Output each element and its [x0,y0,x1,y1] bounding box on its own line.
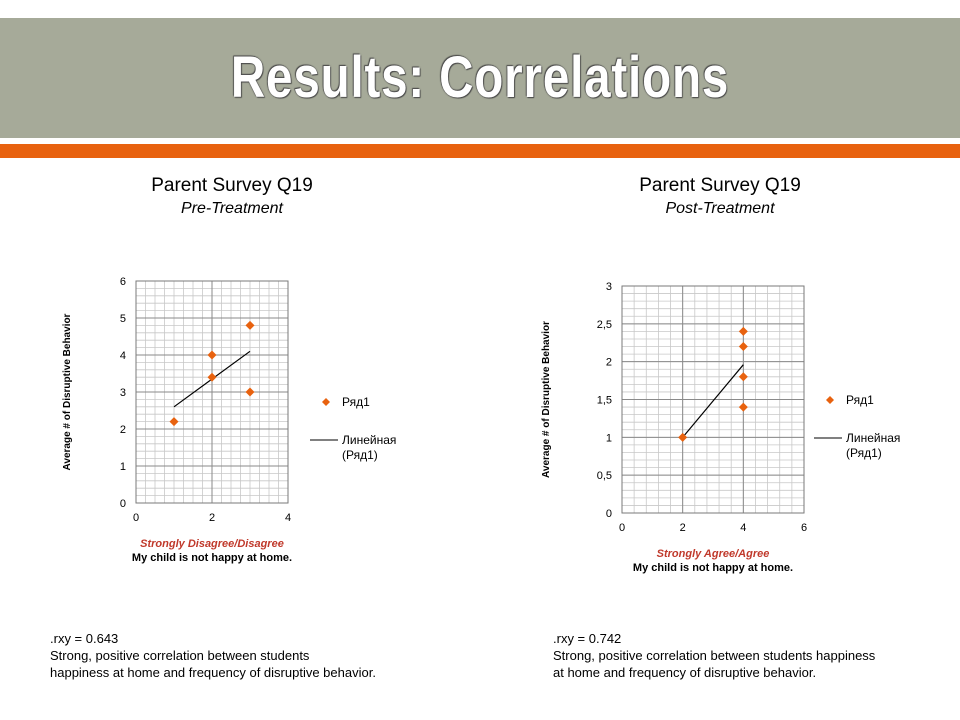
post-treatment-scatter-chart: 0 2 4 6 0 0,5 1 1,5 2 2,5 3 Average # of Disruptive… [541,281,900,574]
x-axis-label: Strongly Disagree/Disagree [140,538,284,550]
x-tick-label: 4 [740,522,746,534]
y-tick-label: 1,5 [597,395,612,407]
left-correlation-value: .rxy = 0.643 [50,631,119,646]
y-tick-label: 0 [120,498,126,510]
legend-marker-series [826,396,834,404]
data-point [738,372,748,382]
right-correlation-value: .rxy = 0.742 [553,631,622,646]
right-chart-heading: Parent Survey Q19 [639,175,801,196]
data-point [738,326,748,336]
y-tick-label: 5 [120,313,126,325]
x-tick-label: 2 [680,522,686,534]
y-tick-label: 0 [606,508,612,520]
data-point [207,350,217,360]
y-tick-label: 6 [120,276,126,288]
x-tick-label: 0 [619,522,625,534]
left-description-line1: Strong, positive correlation between stu… [50,648,310,663]
x-tick-label: 2 [209,512,215,524]
y-tick-label: 1 [120,461,126,473]
left-chart-header: Parent Survey Q19 Pre-Treatment [82,174,382,220]
x-tick-label: 6 [801,522,807,534]
plot-area-border [135,280,289,504]
title-bar: Results: Correlations [0,18,960,138]
y-tick-label: 4 [120,350,126,362]
right-description-line1: Strong, positive correlation between stu… [553,648,876,663]
accent-bar [0,144,960,158]
y-axis-label: Average # of Disruptive Behavior [62,313,73,470]
x-tick-label: 4 [285,512,291,524]
left-stat-block: .rxy = 0.643 Strong, positive correlatio… [50,630,376,681]
y-tick-label: 3 [606,281,612,293]
y-tick-label: 0,5 [597,470,612,482]
y-tick-label: 1 [606,432,612,444]
right-description-line2: at home and frequency of disruptive beha… [553,665,817,680]
x-tick-label: 0 [133,512,139,524]
data-point [245,387,255,397]
legend-marker-series [322,398,330,406]
x-axis-sublabel: My child is not happy at home. [132,552,292,564]
pre-treatment-scatter-chart: 0 2 4 0 1 2 3 4 5 6 Average # of Disruptive Behavi… [62,276,396,564]
legend-label-trendline-line1: Линейная [342,433,396,447]
legend-label-trendline-line2: (Ряд1) [846,446,882,460]
data-point [678,432,688,442]
plot-area-border [621,285,805,514]
left-chart-subheading: Pre-Treatment [181,200,283,217]
y-tick-label: 2,5 [597,319,612,331]
x-axis-label: Strongly Agree/Agree [657,548,770,560]
y-tick-label: 3 [120,387,126,399]
data-point [245,320,255,330]
data-point [207,372,217,382]
right-stat-block: .rxy = 0.742 Strong, positive correlatio… [553,630,875,681]
left-chart-heading: Parent Survey Q19 [151,175,313,196]
y-tick-label: 2 [120,424,126,436]
legend-label-series: Ряд1 [846,393,874,407]
data-point [169,417,179,427]
legend-label-series: Ряд1 [342,395,370,409]
legend-label-trendline-line2: (Ряд1) [342,448,378,462]
data-point [738,342,748,352]
legend-label-trendline-line1: Линейная [846,431,900,445]
y-tick-label: 2 [606,357,612,369]
slide-title: Results: Correlations [230,45,730,110]
y-axis-label: Average # of Disruptive Behavior [541,321,552,478]
x-axis-sublabel: My child is not happy at home. [633,562,793,574]
right-chart-header: Parent Survey Q19 Post-Treatment [570,174,870,220]
data-point [738,402,748,412]
left-description-line2: happiness at home and frequency of disru… [50,665,376,680]
right-chart-subheading: Post-Treatment [665,200,775,217]
trendline [682,364,744,438]
